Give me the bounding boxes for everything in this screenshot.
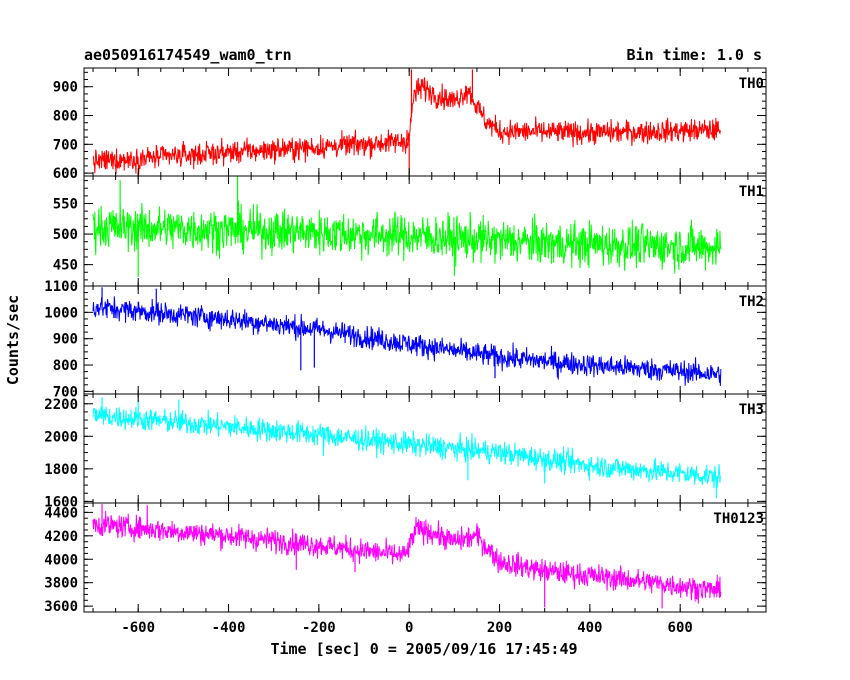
y-tick-label: 500	[53, 227, 78, 243]
y-tick-label: 800	[53, 358, 78, 374]
y-tick-label: 2200	[44, 397, 78, 413]
y-tick-label: 4000	[44, 552, 78, 568]
panel-th1: 450 500 550 TH1	[53, 175, 767, 287]
series-line-th1	[92, 200, 722, 274]
panel-th3: 1600 1800 2000 2200 TH3	[44, 393, 767, 510]
y-tick-label: 550	[53, 197, 78, 213]
y-tick-label: 1000	[44, 305, 78, 321]
y-tick-label: 700	[53, 384, 78, 400]
panel-label: TH0	[739, 76, 764, 92]
y-tick-label: 3600	[44, 599, 78, 615]
y-tick-label: 1100	[44, 279, 78, 295]
y-tick-label: 3800	[44, 576, 78, 592]
y-tick-label: 4400	[44, 505, 78, 521]
series-line-th0	[92, 77, 721, 175]
x-tick-label: 600	[668, 620, 693, 636]
bin-time-label: Bin time: 1.0 s	[627, 46, 762, 64]
x-tick-label: 0	[405, 620, 413, 636]
panel-label: TH2	[739, 294, 764, 310]
y-tick-label: 900	[53, 332, 78, 348]
y-tick-label: 700	[53, 137, 78, 153]
x-tick-label: 400	[577, 620, 602, 636]
series-line-th0123	[92, 510, 722, 604]
panel-th0123: 3600 3800 4000 4200 4400 TH0123	[44, 502, 767, 615]
y-tick-label: 1800	[44, 462, 78, 478]
panel-label: TH0123	[713, 511, 764, 527]
y-tick-label: 4200	[44, 529, 78, 545]
x-tick-label: -200	[302, 620, 336, 636]
panel-frame	[83, 175, 767, 287]
series-line-th2	[92, 296, 722, 387]
y-axis-label: Counts/sec	[4, 295, 22, 385]
panel-frame	[83, 393, 767, 504]
x-tick-label: -400	[212, 620, 246, 636]
x-tick-label: 200	[487, 620, 512, 636]
y-tick-label: 800	[53, 109, 78, 125]
panel-frame	[83, 502, 767, 613]
panels-group: 600 700 800 900 TH0 450 500 550 TH1 700 800 900 1000…	[44, 67, 767, 636]
y-tick-label: 600	[53, 166, 78, 182]
y-tick-label: 900	[53, 80, 78, 96]
y-tick-label: 1600	[44, 494, 78, 510]
figure-title: ae050916174549_wam0_trn	[84, 46, 292, 64]
panel-th0: 600 700 800 900 TH0	[53, 67, 767, 182]
panel-th2: 700 800 900 1000 1100 TH2	[44, 279, 767, 400]
series-line-th3	[92, 406, 721, 489]
panel-label: TH1	[739, 184, 764, 200]
x-axis-label: Time [sec] 0 = 2005/09/16 17:45:49	[270, 640, 577, 658]
y-tick-label: 450	[53, 258, 78, 274]
x-tick-label: -600	[121, 620, 155, 636]
panel-label: TH3	[739, 402, 764, 418]
y-tick-label: 2000	[44, 429, 78, 445]
